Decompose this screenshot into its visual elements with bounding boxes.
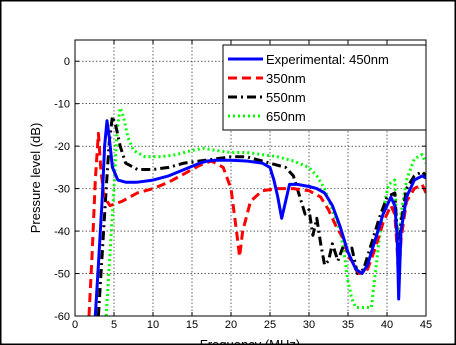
x-tick-label: 15: [186, 319, 198, 331]
plot-area-border: [74, 39, 427, 317]
y-tick-label: -60: [54, 311, 70, 323]
x-tick-label: 25: [264, 319, 276, 331]
x-tick-label: 0: [72, 319, 78, 331]
series-line-2: [96, 114, 426, 316]
y-tick-label: -50: [54, 269, 70, 281]
y-tick-label: -10: [54, 99, 70, 111]
legend-label-1: 350nm: [266, 71, 306, 86]
x-tick-label: 20: [225, 319, 237, 331]
x-tick-label: 35: [342, 319, 354, 331]
x-tick-label: 5: [111, 319, 117, 331]
y-tick-label: 0: [64, 56, 70, 68]
y-tick-label: -40: [54, 226, 70, 238]
legend-label-0: Experimental: 450nm: [266, 52, 389, 67]
x-axis-title: Frequency (MHz): [200, 337, 300, 345]
legend-label-3: 650nm: [266, 109, 306, 124]
y-tick-label: -20: [54, 141, 70, 153]
y-tick-label: -30: [54, 184, 70, 196]
legend-label-2: 550nm: [266, 90, 306, 105]
x-tick-label: 40: [381, 319, 393, 331]
legend: Experimental: 450nm 350nm 550nm 650nm: [222, 44, 427, 131]
y-axis-title: Pressure level (dB): [28, 123, 43, 234]
x-tick-label: 10: [147, 319, 159, 331]
x-tick-label: 30: [303, 319, 315, 331]
x-tick-label: 45: [420, 319, 432, 331]
series-line-3: [104, 106, 426, 316]
series-line-0: [93, 119, 426, 316]
